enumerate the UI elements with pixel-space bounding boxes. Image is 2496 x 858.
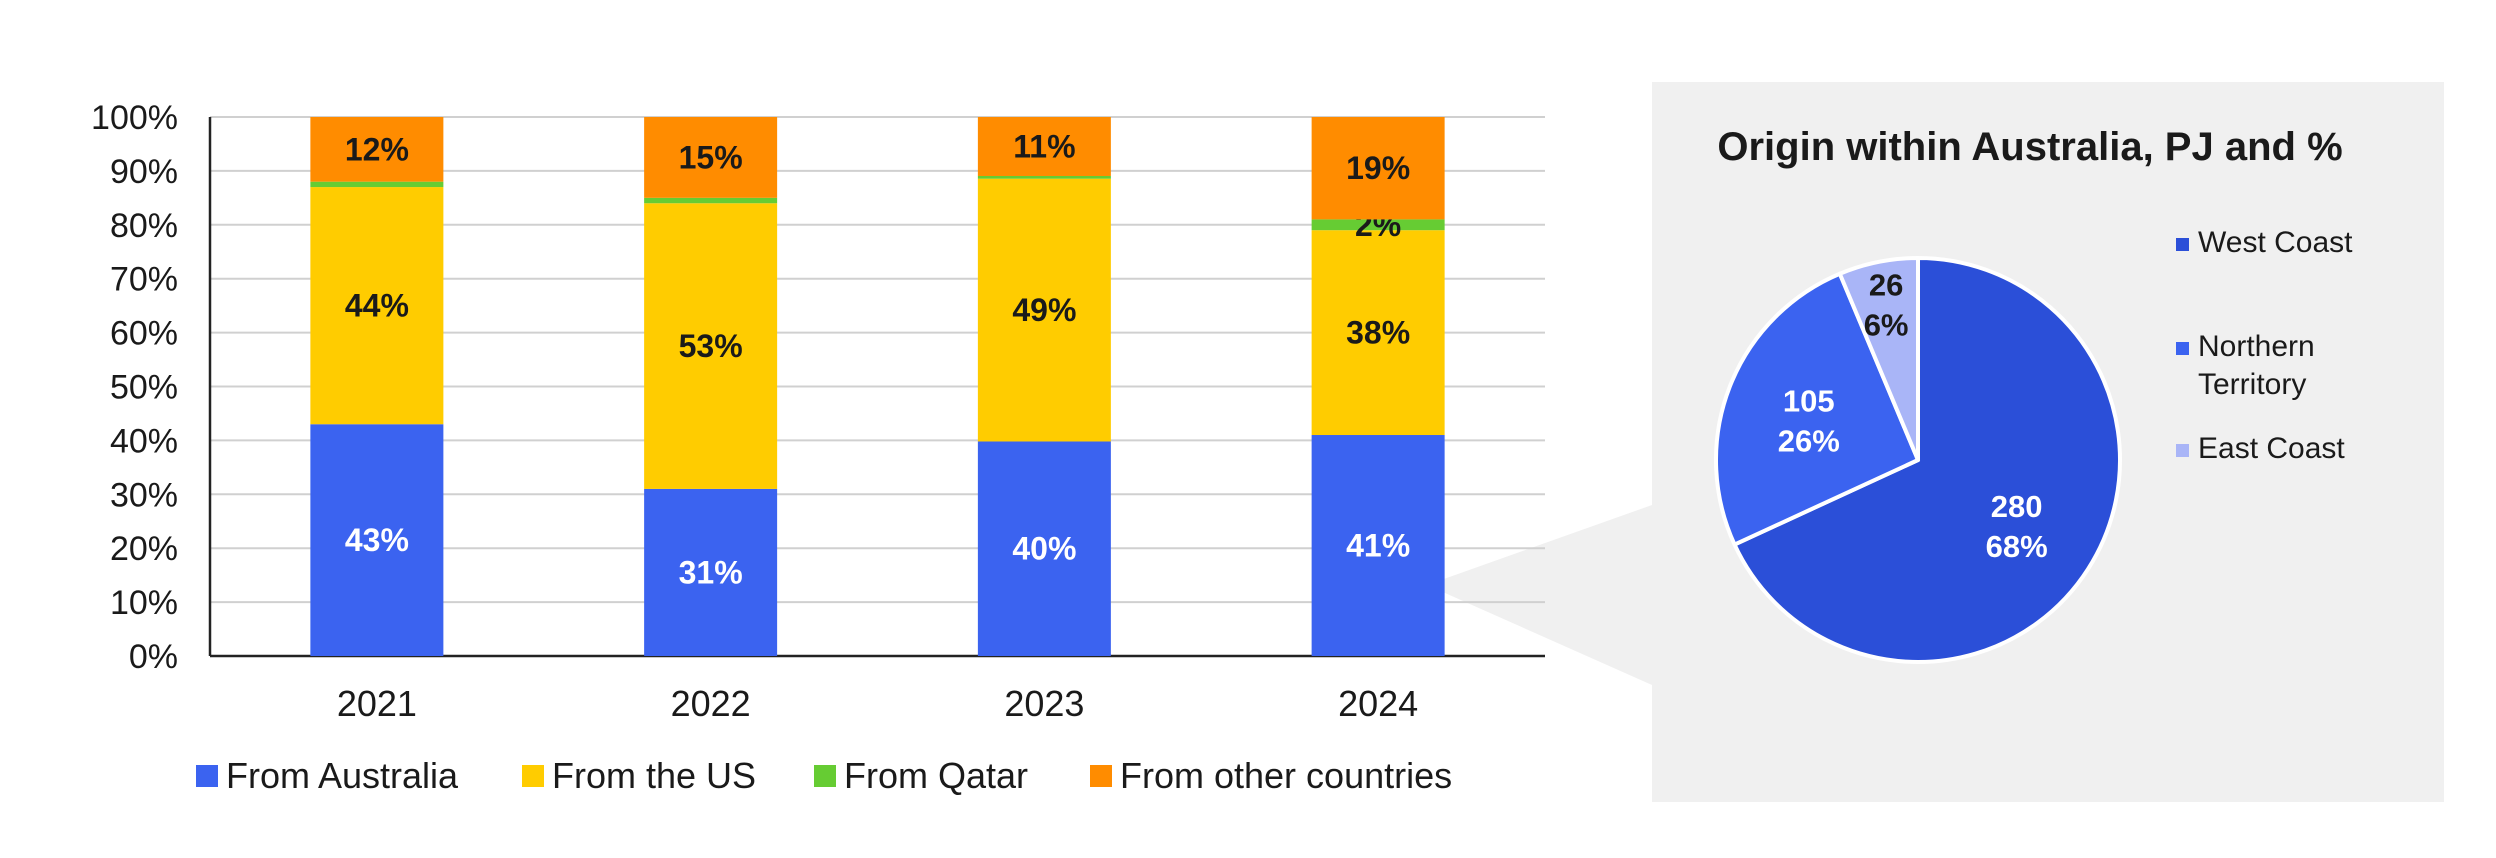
data-label: 41% [1346,528,1410,564]
data-label: 19% [1346,150,1410,186]
y-tick-label: 100% [91,99,178,137]
data-label: 53% [679,328,743,364]
pie-legend-line: Territory [2198,368,2306,401]
pie-legend-swatch [2176,342,2189,355]
x-tick-label: 2022 [671,683,751,724]
pie-percent-label: 6% [1864,308,1909,343]
stacked-bar-chart: 0% 10% 20% 30% 40% 50% 60% 70% 80% 90% 100% 2021 43%… [91,99,1545,724]
pie-value-label: 26 [1869,268,1903,303]
pie-value-label: 105 [1783,384,1835,419]
bar-segment [977,117,1111,176]
data-label: 31% [679,554,743,590]
bar-segment [310,424,444,656]
callout-connector [1427,505,1652,685]
y-tick-label: 10% [110,584,178,622]
y-tick-label: 0% [129,638,178,676]
legend-swatch [814,765,836,787]
y-tick-label: 40% [110,422,178,460]
data-label: 40% [1012,531,1076,567]
bar-segment [310,181,444,188]
bar-segment [644,488,778,656]
data-label: 43% [345,522,409,558]
legend-label: From other countries [1120,755,1452,796]
y-tick-label: 50% [110,369,178,407]
pie-legend-line: East Coast [2198,432,2345,465]
pie-legend: West Coast Northern Territory East Coast [2176,226,2353,465]
legend-label: From the US [552,755,756,796]
pie-legend-label: West Coast [2198,226,2353,259]
legend-swatch [1090,765,1112,787]
bar-segment [310,187,444,425]
pie-slice [1837,256,1920,462]
bar-segment [1311,230,1445,436]
y-tick-label: 70% [110,261,178,299]
x-tick-label: 2023 [1004,683,1084,724]
data-label: 12% [345,131,409,167]
data-label: 11% [1013,128,1075,164]
pie-legend-label: Northern Territory [2198,330,2315,401]
bar-segment [644,197,778,204]
bar-legend: From Australia From the US From Qatar From … [196,755,1452,796]
bar-segment [644,203,778,489]
x-tick-label: 2021 [337,683,417,724]
data-label: 44% [345,288,409,324]
bar-segment [977,178,1111,442]
y-tick-label: 60% [110,315,178,353]
legend-label: From Qatar [844,755,1028,796]
bar-segment [1311,117,1445,220]
pie-percent-label: 26% [1778,424,1840,459]
legend-swatch [522,765,544,787]
y-tick-label: 90% [110,153,178,191]
bar-segment [644,117,778,198]
bar-segment [977,441,1111,656]
y-tick-label: 80% [110,207,178,245]
bar-segment [977,175,1111,179]
bar-segment [310,117,444,182]
data-label: 38% [1346,315,1410,351]
legend-swatch [196,765,218,787]
pie-legend-label: East Coast [2198,432,2345,465]
data-label: 15% [679,139,743,175]
pie-value-label: 280 [1991,489,2043,524]
pie-title: Origin within Australia, PJ and % [1717,125,2342,169]
pie-slice [1732,256,2122,664]
y-tick-label: 30% [110,476,178,514]
data-label: 49% [1012,292,1076,328]
pie-chart: 280 68% 105 26% 26 6% [1714,256,2122,664]
bar-segment [1311,219,1445,231]
pie-percent-label: 68% [1986,529,2048,564]
pie-legend-swatch [2176,444,2189,457]
bar-segment [1311,435,1445,656]
legend-label: From Australia [226,755,459,796]
y-tick-label: 20% [110,530,178,568]
x-tick-label: 2024 [1338,683,1418,724]
pie-legend-swatch [2176,238,2189,251]
pie-legend-line: Northern [2198,330,2315,363]
pie-legend-line: West Coast [2198,226,2353,259]
